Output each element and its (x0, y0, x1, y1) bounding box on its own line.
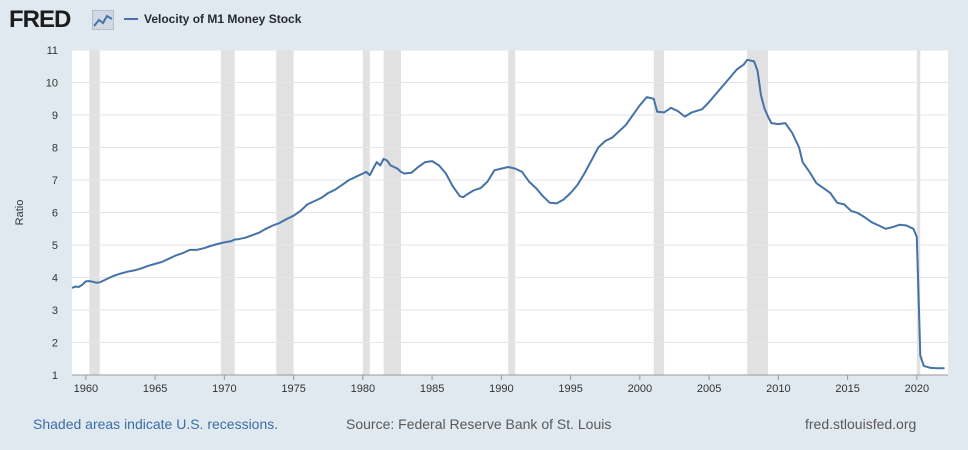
y-tick-label: 11 (47, 45, 58, 57)
site-link[interactable]: fred.stlouisfed.org (805, 416, 917, 432)
x-tick-label: 2005 (697, 383, 721, 395)
x-tick-label: 1960 (74, 383, 98, 395)
x-tick-label: 1980 (351, 383, 375, 395)
y-tick-label: 1 (52, 370, 58, 382)
x-tick-label: 1975 (281, 383, 305, 395)
x-tick-label: 1970 (212, 383, 236, 395)
y-tick-label: 3 (52, 305, 58, 317)
legend-label: Velocity of M1 Money Stock (144, 12, 302, 26)
y-tick-label: 2 (52, 338, 58, 350)
fred-graph-icon (92, 10, 114, 30)
x-tick-label: 1990 (489, 383, 513, 395)
source-credit: Source: Federal Reserve Bank of St. Loui… (346, 416, 612, 432)
legend-line-swatch (124, 18, 138, 20)
chart-header: FRED Velocity of M1 Money Stock (0, 0, 968, 40)
y-tick-label: 5 (52, 240, 58, 252)
x-tick-label: 2015 (835, 383, 859, 395)
recessions-note: Shaded areas indicate U.S. recessions. (33, 416, 279, 432)
x-tick-label: 2010 (766, 383, 790, 395)
x-tick-label: 1995 (558, 383, 582, 395)
y-tick-label: 10 (46, 78, 58, 90)
x-tick-label: 2000 (628, 383, 652, 395)
series-line (71, 58, 945, 370)
x-tick-label: 1965 (143, 383, 167, 395)
y-axis-label: Ratio (14, 200, 26, 226)
legend: Velocity of M1 Money Stock (124, 12, 301, 26)
y-tick-label: 7 (52, 175, 58, 187)
y-tick-label: 4 (52, 273, 58, 285)
x-tick-label: 2020 (905, 383, 929, 395)
fred-logo[interactable]: FRED (9, 6, 71, 33)
y-tick-label: 9 (52, 110, 58, 122)
x-tick-label: 1985 (420, 383, 444, 395)
y-tick-label: 8 (52, 143, 58, 155)
y-tick-label: 6 (52, 208, 58, 220)
line-chart[interactable]: 1 2 3 4 5 6 7 8 9 10 11 1960 1965 1970 1975 1980 1985 199… (0, 40, 968, 400)
